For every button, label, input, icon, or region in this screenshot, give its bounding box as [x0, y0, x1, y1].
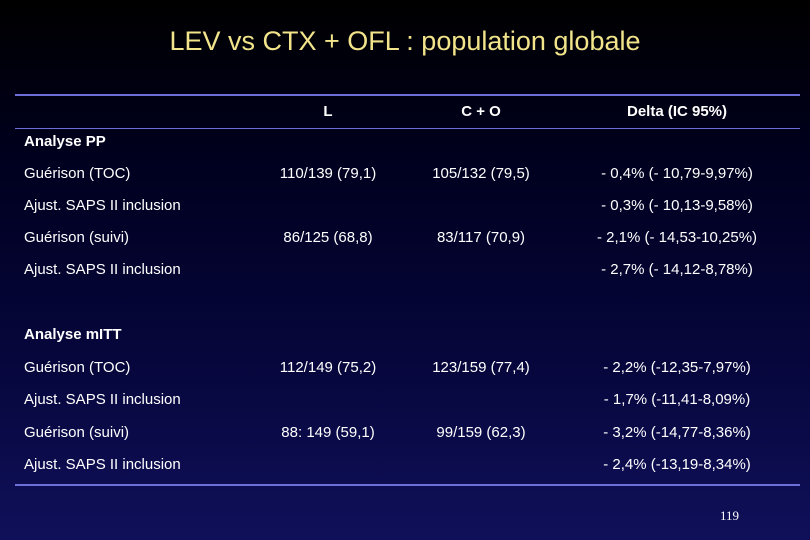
- table-row: Ajust. SAPS II inclusion - 2,7% (- 14,12…: [0, 261, 810, 281]
- table-row: Guérison (suivi) 88: 149 (59,1) 99/159 (…: [0, 424, 810, 444]
- table-row: Guérison (suivi) 86/125 (68,8) 83/117 (7…: [0, 229, 810, 249]
- value-delta: - 0,4% (- 10,79-9,97%): [601, 165, 753, 182]
- value-delta: - 2,4% (-13,19-8,34%): [603, 456, 751, 473]
- table-row: Ajust. SAPS II inclusion - 1,7% (-11,41-…: [0, 391, 810, 411]
- value-l: 88: 149 (59,1): [281, 424, 375, 441]
- value-delta: - 2,1% (- 14,53-10,25%): [596, 229, 758, 246]
- row-label: Guérison (TOC): [24, 359, 131, 376]
- value-delta: - 0,3% (- 10,13-9,58%): [601, 197, 753, 214]
- row-label: Guérison (suivi): [24, 424, 130, 441]
- slide-title: LEV vs CTX + OFL : population globale: [169, 26, 641, 56]
- table-header-rule: [15, 128, 800, 129]
- value-delta: - 2,2% (-12,35-7,97%): [603, 359, 751, 376]
- row-label: Guérison (TOC): [24, 165, 131, 182]
- table-row: Guérison (TOC) 112/149 (75,2) 123/159 (7…: [0, 359, 810, 379]
- value-c-plus-o: 123/159 (77,4): [432, 359, 530, 376]
- page-number: 119: [720, 508, 740, 523]
- section-title-mitt: Analyse mITT: [24, 326, 122, 343]
- row-label: Ajust. SAPS II inclusion: [24, 197, 181, 214]
- row-label: Ajust. SAPS II inclusion: [24, 261, 181, 278]
- value-c-plus-o: 99/159 (62,3): [436, 424, 526, 441]
- value-l: 110/139 (79,1): [279, 165, 377, 182]
- row-label: Ajust. SAPS II inclusion: [24, 456, 181, 473]
- column-header-delta: Delta (IC 95%): [626, 103, 728, 120]
- value-l: 112/149 (75,2): [279, 359, 377, 376]
- row-label: Ajust. SAPS II inclusion: [24, 391, 181, 408]
- value-l: 86/125 (68,8): [283, 229, 373, 246]
- value-delta: - 3,2% (-14,77-8,36%): [603, 424, 751, 441]
- table-top-rule: [15, 94, 800, 96]
- value-delta: - 1,7% (-11,41-8,09%): [603, 391, 751, 408]
- value-delta: - 2,7% (- 14,12-8,78%): [601, 261, 753, 278]
- section-title-pp: Analyse PP: [24, 133, 106, 150]
- table-row: Ajust. SAPS II inclusion - 0,3% (- 10,13…: [0, 197, 810, 217]
- value-c-plus-o: 83/117 (70,9): [436, 229, 526, 246]
- column-header-l: L: [323, 103, 333, 120]
- column-header-c-plus-o: C + O: [461, 103, 501, 120]
- value-c-plus-o: 105/132 (79,5): [432, 165, 530, 182]
- table-bottom-rule: [15, 484, 800, 486]
- table-row: Guérison (TOC) 110/139 (79,1) 105/132 (7…: [0, 165, 810, 185]
- row-label: Guérison (suivi): [24, 229, 130, 246]
- table-row: Ajust. SAPS II inclusion - 2,4% (-13,19-…: [0, 456, 810, 476]
